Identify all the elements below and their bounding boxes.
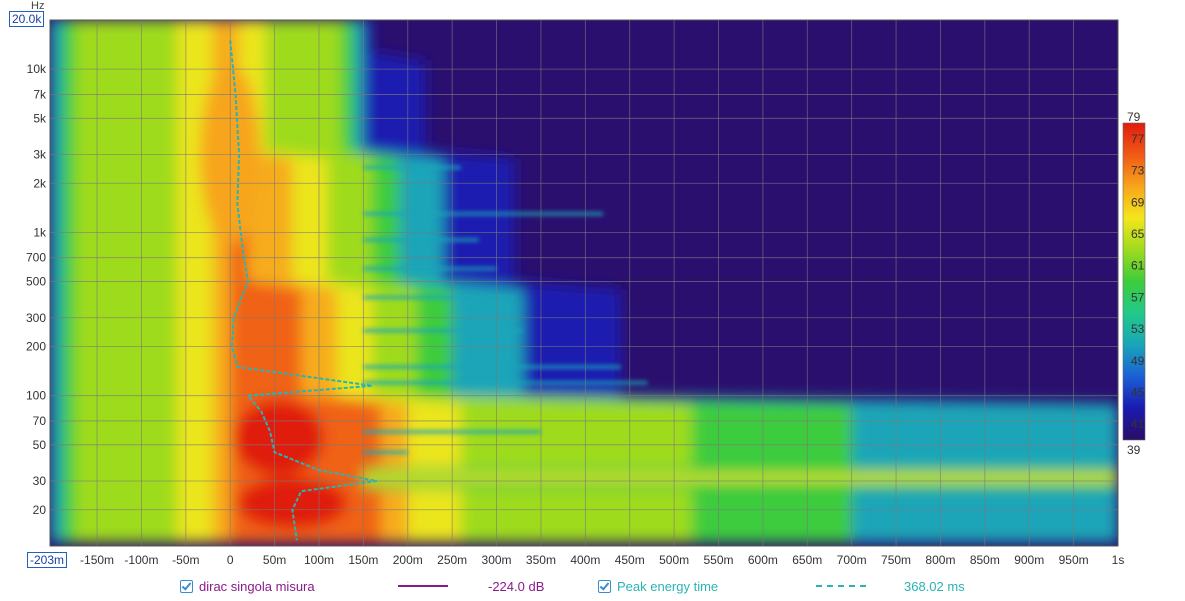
streak-1 (363, 381, 648, 385)
colorbar-tick-label: 73 (1131, 164, 1145, 178)
streak-2 (363, 365, 621, 369)
x-tick-label: 150m (348, 553, 378, 567)
x-min-label[interactable]: -203m (27, 552, 68, 568)
y-tick-label: 300 (26, 311, 46, 325)
x-tick-label: 800m (925, 553, 955, 567)
y-tick-label: 10k (27, 62, 47, 76)
y-tick-label: 1k (33, 225, 47, 239)
peak-value: 368.02 ms (904, 578, 965, 594)
series-line-swatch (398, 576, 448, 596)
colorbar-tick-label: 61 (1131, 259, 1145, 273)
y-tick-label: 100 (26, 389, 46, 403)
peak-energy-curve (229, 40, 377, 541)
peak-name: Peak energy time (617, 578, 719, 594)
y-tick-label: 500 (26, 275, 46, 289)
legend-series-item[interactable]: dirac singola misura (180, 576, 315, 596)
x-tick-label: 750m (881, 553, 911, 567)
colorbar-tick-label: 45 (1131, 385, 1145, 399)
colorbar-tick-label: 79 (1127, 110, 1141, 124)
colorbar-tick-label: 53 (1131, 322, 1145, 336)
x-tick-label: 900m (1014, 553, 1044, 567)
x-tick-label: -150m (80, 553, 114, 567)
x-tick-label: 700m (837, 553, 867, 567)
x-tick-label: 300m (482, 553, 512, 567)
x-tick-label: 650m (792, 553, 822, 567)
y-tick-label: 20 (33, 503, 47, 517)
grid-lines (49, 19, 1119, 547)
peak-energy-time-line (229, 40, 377, 541)
colorbar: 79 77 73 69 65 61 57 53 49 45 41 39 (1122, 110, 1146, 457)
bass-tail-core (363, 474, 1118, 482)
y-tick-label: 3k (33, 148, 47, 162)
colorbar-tick-label: 65 (1131, 227, 1145, 241)
streak-4 (363, 450, 408, 454)
x-tick-label: -100m (124, 553, 158, 567)
peak-checkbox[interactable] (598, 579, 611, 593)
x-axis: -150m -100m -50m 0 50m 100m 150m 200m 250m 300m 35… (80, 553, 1124, 567)
y-tick-label: 5k (33, 111, 47, 125)
x-tick-label: 200m (393, 553, 423, 567)
x-tick-label: 350m (526, 553, 556, 567)
y-tick-label: 50 (33, 438, 47, 452)
low-freq-peak-core (234, 400, 325, 477)
series-checkbox[interactable] (180, 579, 193, 593)
y-tick-label: 200 (26, 340, 46, 354)
legend-peak-item[interactable]: Peak energy time (598, 576, 718, 596)
x-tick-label: 600m (748, 553, 778, 567)
colorbar-tick-label: 41 (1131, 417, 1145, 431)
colorbar-tick-label: 39 (1127, 443, 1141, 457)
colorbar-tick-label: 57 (1131, 290, 1145, 304)
series-value: -224.0 dB (488, 578, 545, 594)
y-tick-label: 70 (33, 414, 47, 428)
streak-7 (363, 295, 515, 299)
x-tick-label: 550m (703, 553, 733, 567)
x-tick-label: 500m (659, 553, 689, 567)
plot-area (50, 20, 1118, 546)
x-tick-label: 450m (615, 553, 645, 567)
x-tick-label: 400m (570, 553, 600, 567)
x-tick-label: 250m (437, 553, 467, 567)
y-max-label[interactable]: 20.0k (9, 11, 45, 27)
plot-border (49, 19, 1119, 547)
x-tick-label: 950m (1059, 553, 1089, 567)
sub-bass-core (237, 477, 348, 530)
colorbar-gradient (1122, 122, 1146, 441)
streak-0 (363, 212, 604, 216)
x-tick-label: 850m (970, 553, 1000, 567)
y-tick-label: 700 (26, 251, 46, 265)
y-unit-label: Hz (31, 0, 45, 12)
x-tick-label: -50m (172, 553, 199, 567)
streak-9 (363, 165, 462, 169)
y-tick-label: 7k (33, 87, 47, 101)
streak-8 (363, 329, 524, 333)
y-tick-label: 30 (33, 474, 47, 488)
colorbar-tick-label: 49 (1131, 354, 1145, 368)
y-axis: 10k 7k 5k 3k 2k 1k 700 500 300 200 100 70 50 30 20 (26, 62, 47, 517)
colorbar-tick-label: 77 (1131, 132, 1145, 146)
x-tick-label: 50m (263, 553, 286, 567)
x-tick-label: 0 (227, 553, 234, 567)
streak-5 (363, 238, 479, 242)
colorbar-tick-label: 69 (1131, 195, 1145, 209)
streak-6 (363, 267, 497, 271)
x-tick-label: 100m (304, 553, 334, 567)
heatmap-body (50, 20, 1118, 543)
peak-line-swatch (816, 576, 866, 596)
series-name: dirac singola misura (199, 578, 315, 594)
x-tick-label: 1s (1112, 553, 1125, 567)
y-tick-label: 2k (33, 176, 47, 190)
